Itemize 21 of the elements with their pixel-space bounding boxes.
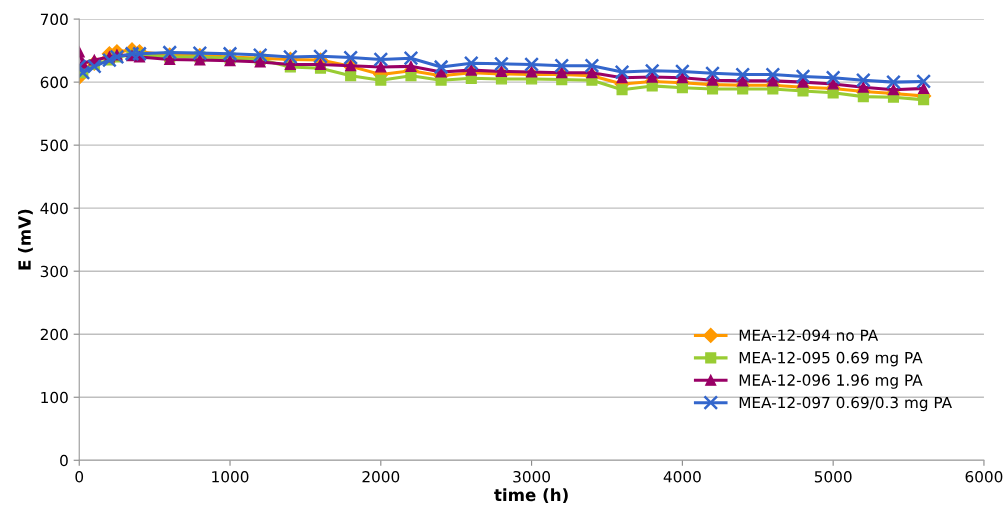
legend-label: MEA-12-094 no PA	[739, 329, 879, 341]
legend-label: MEA-12-095 0.69 mg PA	[739, 351, 923, 367]
legend-label: MEA-12-096 1.96 mg PA	[739, 374, 923, 389]
y-tick-label: 500	[40, 139, 68, 152]
y-tick-label: 700	[40, 13, 68, 26]
x-tick-label: 5000	[814, 470, 852, 483]
x-tick-label: 4000	[663, 470, 701, 483]
x-tick-label: 0	[75, 470, 84, 483]
y-tick-label: 600	[40, 76, 68, 89]
x-tick-label: 6000	[965, 470, 1003, 483]
x-tick-label: 3000	[513, 470, 551, 483]
legend-label: MEA-12-097 0.69/0.3 mg PA	[739, 396, 952, 412]
y-tick-label: 100	[41, 391, 68, 404]
y-tick-label: 200	[40, 328, 68, 341]
y-tick-label: 300	[40, 265, 68, 278]
x-tick-label: 1000	[212, 470, 249, 483]
y-tick-label: 400	[40, 202, 68, 215]
y-axis-title: E (mV)	[17, 209, 33, 270]
x-tick-label: 2000	[362, 470, 400, 483]
y-tick-label: 0	[60, 454, 68, 467]
x-axis-title: time (h)	[494, 488, 568, 504]
